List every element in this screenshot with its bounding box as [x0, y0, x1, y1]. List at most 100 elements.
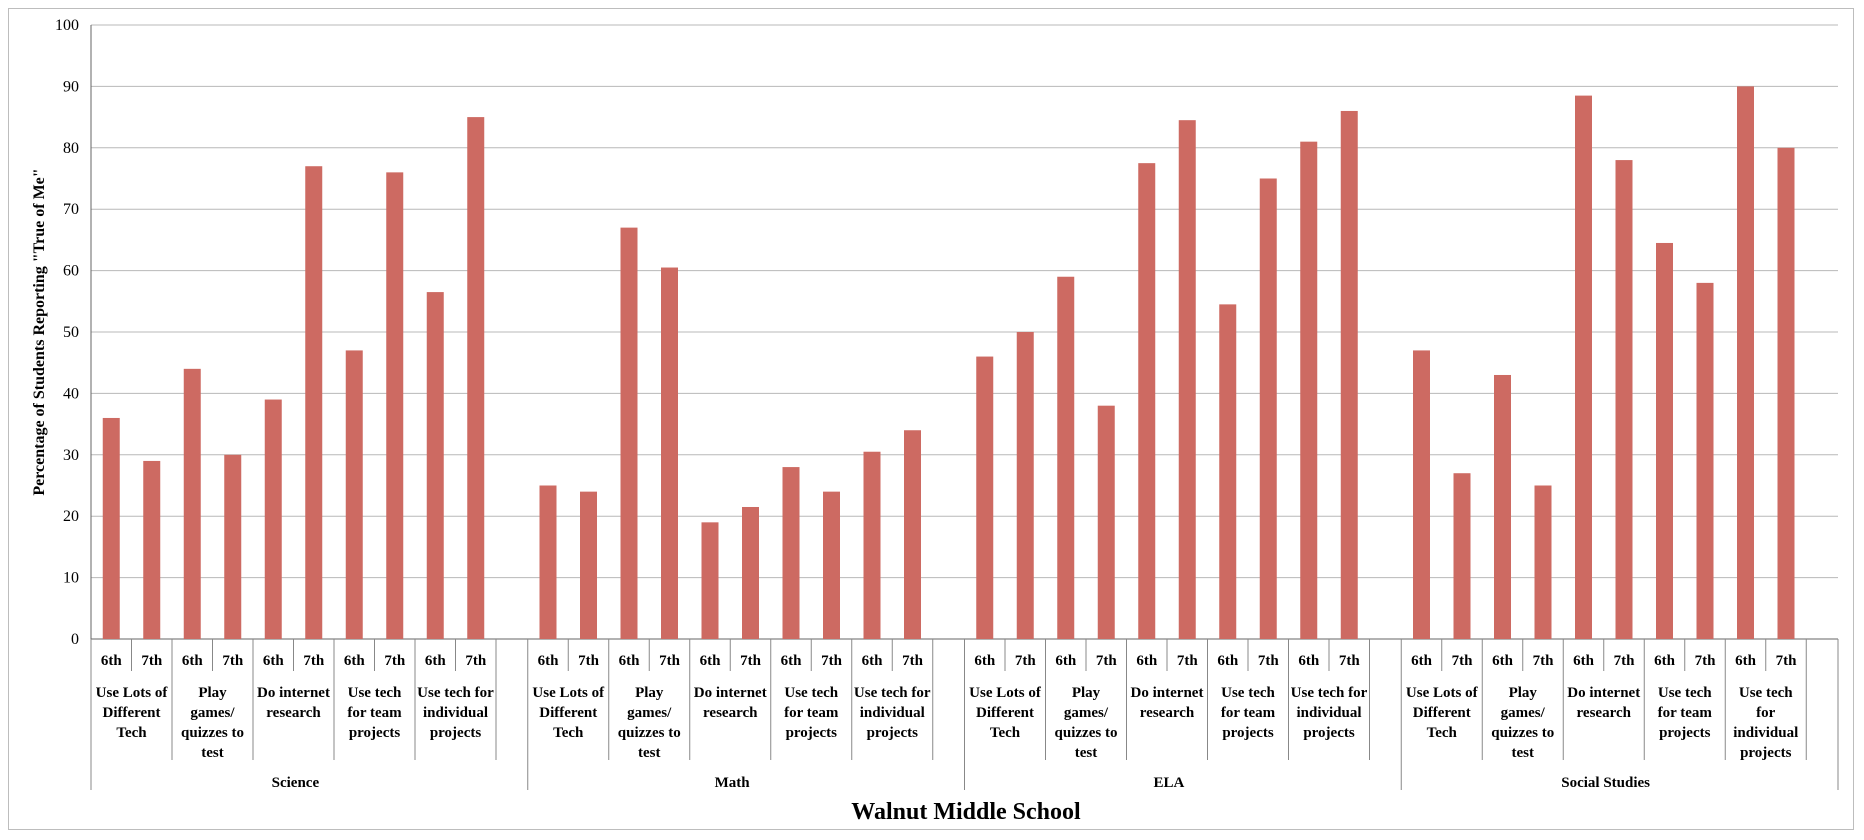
grade-label: 6th	[862, 653, 883, 669]
category-label: Use tech for	[854, 685, 931, 701]
bar	[742, 506, 759, 639]
category-label: projects	[1303, 725, 1355, 741]
bar	[1453, 473, 1471, 639]
category-label: projects	[1222, 725, 1274, 741]
bar	[143, 460, 161, 639]
grade-label: 6th	[1492, 653, 1513, 669]
grade-label: 7th	[1533, 653, 1554, 669]
category-label: projects	[430, 725, 482, 741]
bar	[701, 522, 719, 639]
bar	[580, 491, 597, 639]
category-label: Do internet	[694, 685, 767, 701]
category-label: projects	[867, 725, 919, 741]
bar	[305, 166, 323, 639]
y-axis-title: Percentage of Students Reporting "True o…	[31, 168, 48, 495]
category-label: research	[266, 705, 321, 721]
category-label: Use tech for	[1291, 685, 1368, 701]
category-label: quizzes to	[618, 725, 681, 741]
bar	[264, 399, 282, 639]
grade-label: 6th	[1055, 653, 1076, 669]
bar	[1340, 110, 1358, 639]
bar	[1413, 350, 1430, 639]
category-label: Do internet	[1131, 685, 1204, 701]
grade-label: 7th	[465, 653, 486, 669]
category-label: Use Lots of	[1406, 685, 1479, 701]
category-label: individual	[860, 705, 925, 721]
category-label: Tech	[553, 725, 584, 741]
subject-label: Math	[715, 775, 751, 791]
grade-label: 6th	[1136, 653, 1157, 669]
grade-label: 6th	[1298, 653, 1319, 669]
grade-label: 6th	[1573, 653, 1594, 669]
category-label: Different	[102, 705, 160, 721]
bar	[1300, 141, 1318, 639]
grade-label: 7th	[902, 653, 923, 669]
bar	[539, 485, 557, 639]
y-tick-label: 0	[71, 631, 79, 648]
bar	[1259, 178, 1277, 639]
grade-label: 6th	[1411, 653, 1432, 669]
chart-frame	[8, 8, 1854, 830]
x-axis	[90, 25, 1839, 790]
grade-label: 7th	[384, 653, 405, 669]
bar	[823, 491, 840, 639]
bars	[102, 86, 1795, 640]
grade-label: 7th	[1776, 653, 1797, 669]
bar	[1777, 147, 1795, 640]
category-label: Tech	[116, 725, 147, 741]
grade-label: 6th	[974, 653, 995, 669]
category-label: Different	[1413, 705, 1471, 721]
grade-label: 6th	[425, 653, 446, 669]
y-tick-label: 50	[63, 324, 79, 341]
y-tick-label: 100	[55, 17, 79, 34]
category-label: Use Lots of	[969, 685, 1042, 701]
bar	[1534, 485, 1552, 639]
grade-label: 6th	[1217, 653, 1238, 669]
grade-label: 6th	[538, 653, 559, 669]
category-label: Use tech	[348, 685, 402, 701]
grade-label: 7th	[1015, 653, 1036, 669]
category-label: Play	[1509, 685, 1538, 701]
category-label: Do internet	[1567, 685, 1640, 701]
category-label: projects	[786, 725, 838, 741]
grade-label: 6th	[1735, 653, 1756, 669]
y-tick-label: 70	[63, 201, 79, 218]
y-tick-label: 40	[63, 385, 79, 402]
bar	[863, 451, 881, 639]
grade-label: 7th	[1339, 653, 1360, 669]
grade-label: 7th	[141, 653, 162, 669]
category-label: games/	[1501, 705, 1546, 721]
y-tick-label: 30	[63, 447, 79, 464]
y-tick-label: 80	[63, 140, 79, 157]
bar	[1575, 95, 1592, 640]
category-label: games/	[1064, 705, 1109, 721]
axis-labels: 0 10 20 30 40 50 60 70 80 90 100 6th 7th Use Lots of D…	[55, 17, 1798, 791]
category-label: Use Lots of	[532, 685, 605, 701]
grade-label: 7th	[1614, 653, 1635, 669]
category-label: test	[1075, 745, 1098, 761]
category-label: research	[1577, 705, 1632, 721]
category-label: for team	[1221, 705, 1276, 721]
y-tick-label: 10	[63, 570, 79, 587]
bar	[345, 350, 363, 639]
category-label: Different	[539, 705, 597, 721]
grade-label: 7th	[740, 653, 761, 669]
bar	[1178, 120, 1196, 640]
category-label: for team	[1658, 705, 1713, 721]
category-label: Use tech	[784, 685, 838, 701]
subject-label: ELA	[1153, 775, 1184, 791]
subject-label: Science	[272, 775, 320, 791]
bar	[661, 267, 678, 639]
category-label: individual	[423, 705, 488, 721]
bar	[1097, 405, 1115, 639]
category-label: Play	[198, 685, 227, 701]
category-label: Use tech	[1658, 685, 1712, 701]
grade-label: 6th	[263, 653, 284, 669]
grade-label: 7th	[821, 653, 842, 669]
category-label: projects	[1659, 725, 1711, 741]
bar	[1615, 160, 1633, 639]
category-label: Use tech for	[417, 685, 494, 701]
category-label: quizzes to	[181, 725, 244, 741]
grade-label: 7th	[1177, 653, 1198, 669]
